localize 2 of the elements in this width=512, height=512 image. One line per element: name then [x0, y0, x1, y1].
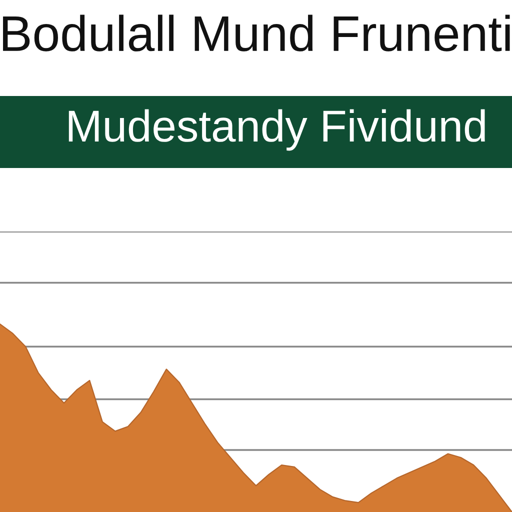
- chart-subtitle: Mudestandy Fividund: [68, 109, 485, 151]
- chart-title: Bodulall Mund Frunenti: [3, 14, 510, 52]
